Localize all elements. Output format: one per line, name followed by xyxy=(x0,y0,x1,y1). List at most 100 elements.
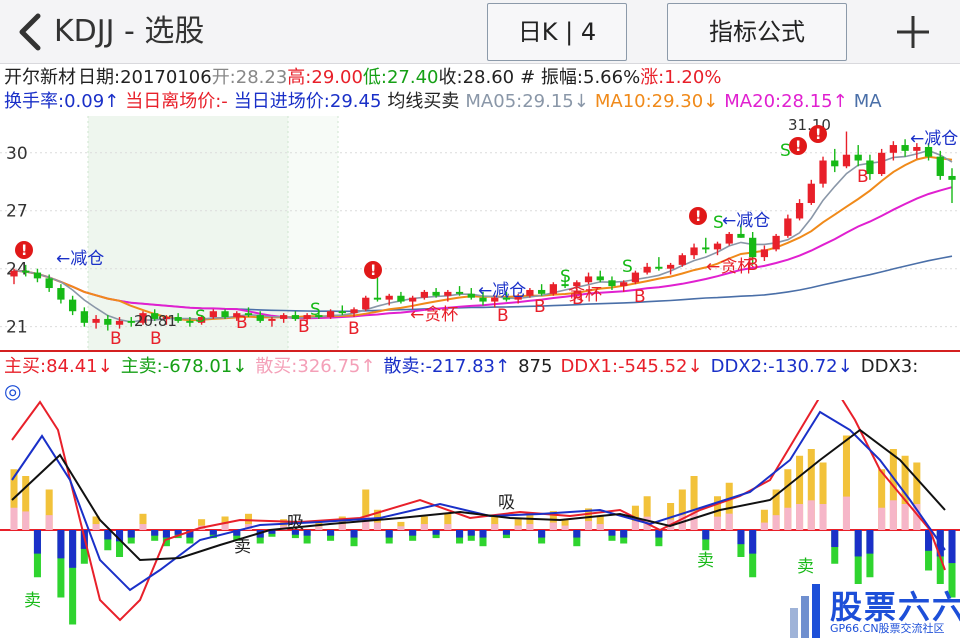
indicator-bar xyxy=(491,516,499,530)
indicator-bar xyxy=(878,507,886,530)
candle-body xyxy=(807,183,815,204)
indicator-bar xyxy=(479,530,487,547)
y-tick-label: 21 xyxy=(6,318,28,338)
indicator-bar xyxy=(596,524,604,530)
candle-body xyxy=(514,295,522,300)
indicator-bar xyxy=(690,476,698,530)
indicator-bar xyxy=(362,489,370,530)
sell-signal-label: S xyxy=(560,267,571,287)
panel-separator xyxy=(0,350,960,352)
candle-body xyxy=(57,288,65,300)
indicator-bar xyxy=(385,530,393,538)
formula-button[interactable]: 指标公式 xyxy=(667,3,847,61)
candle-body xyxy=(596,276,604,281)
indicator-bar xyxy=(350,530,358,538)
candle-body xyxy=(444,291,452,296)
indicator-bar xyxy=(702,530,710,551)
indicator-bar xyxy=(913,504,921,530)
candle-body xyxy=(174,317,182,321)
indicator-bar xyxy=(444,513,452,530)
indicator-bar xyxy=(702,530,710,540)
indicator-bar xyxy=(397,521,405,530)
top-bar: KDJJ - 选股 日K | 4 指标公式 xyxy=(0,0,960,64)
period-button[interactable]: 日K | 4 xyxy=(487,3,627,61)
candle-body xyxy=(221,311,229,318)
indicator-bar xyxy=(244,513,253,530)
indicator-bar xyxy=(209,530,217,535)
candle-body xyxy=(162,317,171,319)
candle-body xyxy=(362,297,370,310)
indicator-bar xyxy=(420,516,428,530)
candle-body xyxy=(10,270,18,277)
reduce-signal-label: ←减仓 xyxy=(478,281,526,301)
candle-body xyxy=(373,297,382,300)
indicator-bar xyxy=(901,504,909,530)
candle-body xyxy=(913,146,921,151)
warning-badge xyxy=(789,137,807,155)
main-buy: 主买:84.41↓ xyxy=(4,356,113,377)
candle-body xyxy=(80,311,88,323)
add-icon[interactable] xyxy=(893,12,933,52)
candle-body xyxy=(573,282,581,287)
indicator-bar xyxy=(760,522,768,530)
indicator-bar xyxy=(33,530,41,554)
buy-signal-label: B xyxy=(497,306,509,326)
candle-body xyxy=(397,295,405,302)
buy-signal-label: B xyxy=(236,313,248,333)
buy-signal-label: B xyxy=(747,255,759,275)
indicator-bar xyxy=(420,524,428,530)
indicator-bar xyxy=(397,526,405,530)
back-chevron-icon[interactable] xyxy=(14,12,44,52)
indicator-bar xyxy=(116,530,124,542)
candle-body xyxy=(948,175,956,180)
indicator-bar xyxy=(561,525,569,530)
indicator-bar xyxy=(842,435,850,530)
candle-body xyxy=(702,247,710,250)
y-tick-label: 27 xyxy=(6,202,28,222)
indicator-bar xyxy=(104,530,112,540)
sell-marker: 卖 xyxy=(797,557,814,577)
candle-body xyxy=(45,278,53,289)
indicator-bar xyxy=(57,530,65,559)
candle-body xyxy=(502,297,511,300)
indicator-bar xyxy=(198,519,206,530)
candle-body xyxy=(256,315,264,321)
indicator-bar xyxy=(608,530,616,536)
candle-body xyxy=(831,160,839,167)
buy-signal-label: B xyxy=(298,317,310,337)
indicator-bar xyxy=(57,530,65,598)
indicator-bar xyxy=(467,530,475,536)
entry-price: 当日进场价:29.45 xyxy=(233,91,382,112)
indicator-bar xyxy=(116,530,124,557)
indicator-bar xyxy=(268,530,276,534)
indicator-bar xyxy=(479,530,487,538)
sell-signal-label: S xyxy=(622,257,633,277)
indicator-bar xyxy=(549,522,557,530)
candle-body xyxy=(749,237,757,258)
indicator-bar xyxy=(526,513,534,530)
ddx-indicator-chart[interactable]: 卖卖卖 卖吸吸 xyxy=(0,400,960,636)
indicator-bar xyxy=(162,530,170,547)
quote-low: 低:27.40 xyxy=(362,67,439,88)
indicator-bar xyxy=(772,515,780,530)
warning-badge-mark: ! xyxy=(695,209,701,225)
indicator-bar xyxy=(162,530,170,538)
indicator-bar xyxy=(22,511,30,530)
warning-badge xyxy=(689,207,707,225)
indicator-bar xyxy=(92,524,100,530)
indicator-bar xyxy=(303,530,311,536)
logo-icon xyxy=(790,584,820,638)
sell-marker: 卖 xyxy=(697,551,714,571)
candle-body xyxy=(620,282,628,287)
indicator-bar xyxy=(104,530,112,551)
candle-body xyxy=(655,266,663,269)
warning-badge-mark: ! xyxy=(815,127,821,143)
absorb-marker: 吸 xyxy=(498,493,515,513)
quote-close: 收:28.60 xyxy=(438,67,515,88)
indicator-bar xyxy=(713,516,722,530)
retail-buy: 散买:326.75↑ xyxy=(255,356,376,377)
quote-date: 日期:20170106 xyxy=(78,67,212,88)
indicator-bar xyxy=(760,509,768,530)
candle-body xyxy=(467,293,475,298)
